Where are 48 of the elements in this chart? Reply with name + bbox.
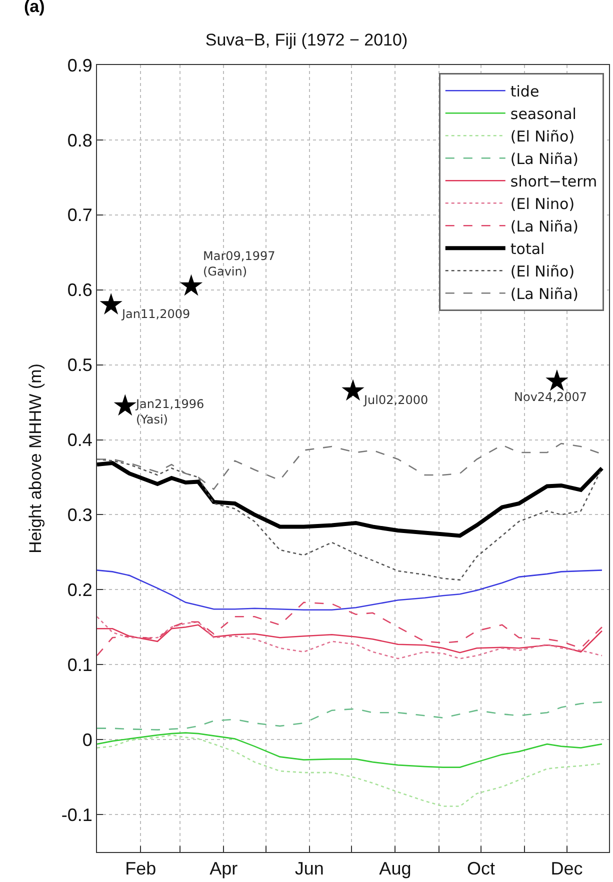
- chart-title: Suva−B, Fiji (1972 − 2010): [205, 30, 408, 50]
- y-axis-title: Height above MHHW (m): [26, 364, 45, 554]
- legend-label: (El Niño): [510, 127, 575, 146]
- x-tick-label: Oct: [466, 858, 496, 879]
- line-series: [97, 616, 603, 660]
- legend-label: total: [510, 240, 545, 258]
- line-series: [97, 732, 603, 768]
- line-series: [97, 602, 603, 656]
- point: [100, 292, 122, 314]
- line-series: [97, 461, 604, 538]
- y-tick-label: 0.9: [67, 55, 92, 76]
- point: [180, 274, 203, 296]
- x-tick-label: Apr: [210, 858, 238, 879]
- annotation: Nov24,2007: [514, 390, 588, 404]
- line-series: [97, 624, 603, 654]
- legend-label: tide: [510, 82, 540, 100]
- legend-label: (El Niño): [510, 262, 575, 280]
- y-tick-label: 0.2: [67, 580, 92, 600]
- y-tick-label: 0.4: [67, 430, 92, 450]
- x-tick-label: Jun: [294, 858, 324, 879]
- annotation: Mar09,1997 (Gavin): [203, 249, 276, 279]
- line-series: [97, 570, 603, 611]
- x-tick-label: Aug: [379, 858, 412, 879]
- y-tick-label: 0.5: [67, 355, 92, 376]
- annotation: Jan21,1996 (Yasi): [135, 397, 204, 427]
- legend-label: (La Niña): [510, 217, 578, 236]
- legend-label: short−term: [510, 172, 598, 190]
- y-tick-label: 0.3: [67, 505, 92, 526]
- legend-label: (La Niña): [510, 284, 578, 303]
- point: [546, 369, 568, 391]
- legend-label: (El Nino): [510, 194, 575, 213]
- y-tick-label: 0.8: [67, 130, 92, 150]
- point: [342, 379, 364, 401]
- y-tick-label: 0.1: [67, 654, 92, 675]
- point: [114, 394, 136, 416]
- y-tick-label: 0.7: [67, 205, 92, 226]
- line-series: [97, 734, 603, 807]
- text: (a): [24, 0, 45, 16]
- annotation: Jan11,2009: [121, 307, 190, 321]
- legend-label: seasonal: [510, 104, 576, 123]
- y-tick-label: -0.1: [61, 804, 92, 825]
- y-tick-label: 0.6: [67, 280, 92, 300]
- x-tick-label: Dec: [550, 858, 583, 879]
- annotation: Jul02,2000: [363, 393, 428, 407]
- legend-label: (La Niña): [510, 150, 578, 168]
- y-tick-label: 0: [82, 730, 92, 750]
- x-tick-label: Feb: [125, 858, 156, 879]
- line-series: [97, 701, 603, 730]
